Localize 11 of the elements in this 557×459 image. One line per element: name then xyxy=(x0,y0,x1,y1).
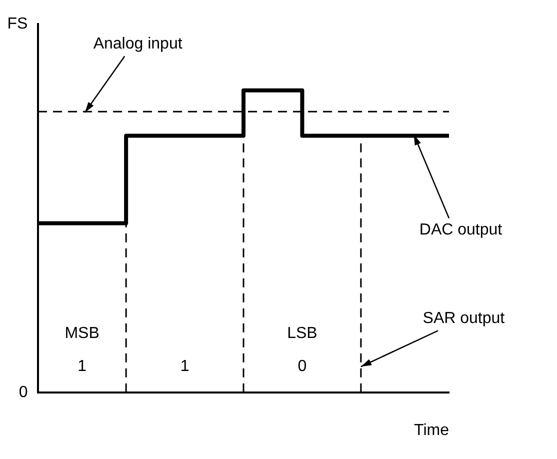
annotation: 1 xyxy=(180,358,190,376)
x-axis-title: Time xyxy=(414,422,450,439)
annotation: 0 xyxy=(298,358,307,376)
text: FS xyxy=(7,15,28,32)
annotation: SAR output xyxy=(422,310,506,328)
text: 0 xyxy=(18,384,28,401)
annotation: 1 xyxy=(78,358,87,376)
annotation: LSB xyxy=(287,324,318,342)
annotation: DAC output xyxy=(419,222,503,239)
annotation: MSB xyxy=(64,324,100,342)
text: Analog input xyxy=(93,36,183,53)
